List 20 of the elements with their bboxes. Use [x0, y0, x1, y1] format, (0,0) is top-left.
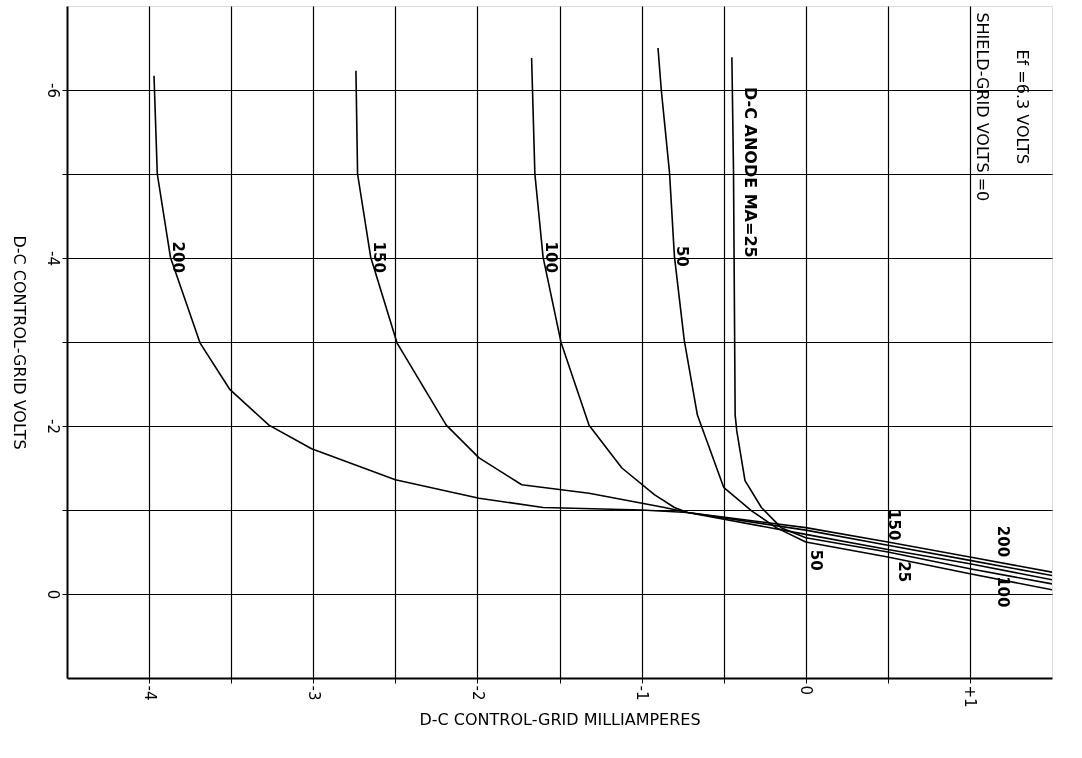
- x-tick-label: -2: [468, 685, 487, 701]
- text: 25: [895, 561, 914, 583]
- y-tick-label: -2: [43, 419, 62, 434]
- y-tick-label: 0: [43, 589, 62, 600]
- y-axis-title: D-C CONTROL-GRID VOLTS: [9, 235, 29, 450]
- text: 150: [885, 509, 904, 541]
- x-tick-label: -3: [304, 685, 323, 701]
- annotation: SHIELD-GRID VOLTS =0: [973, 12, 992, 202]
- y-tick-label: -4: [43, 251, 62, 266]
- x-tick-label: -4: [140, 685, 159, 701]
- annotation: Ef =6.3 VOLTS: [1013, 49, 1032, 165]
- x-tick-label: +1: [961, 685, 980, 708]
- x-tick-label: 0: [797, 685, 816, 696]
- text: 200: [993, 525, 1012, 558]
- text: 200: [169, 241, 188, 273]
- text: 100: [542, 241, 561, 273]
- x-axis-title: D-C CONTROL-GRID MILLIAMPERES: [419, 709, 701, 729]
- y-tick-label: -6: [43, 83, 62, 98]
- text: 50: [806, 549, 825, 571]
- x-tick-label: -1: [633, 685, 652, 701]
